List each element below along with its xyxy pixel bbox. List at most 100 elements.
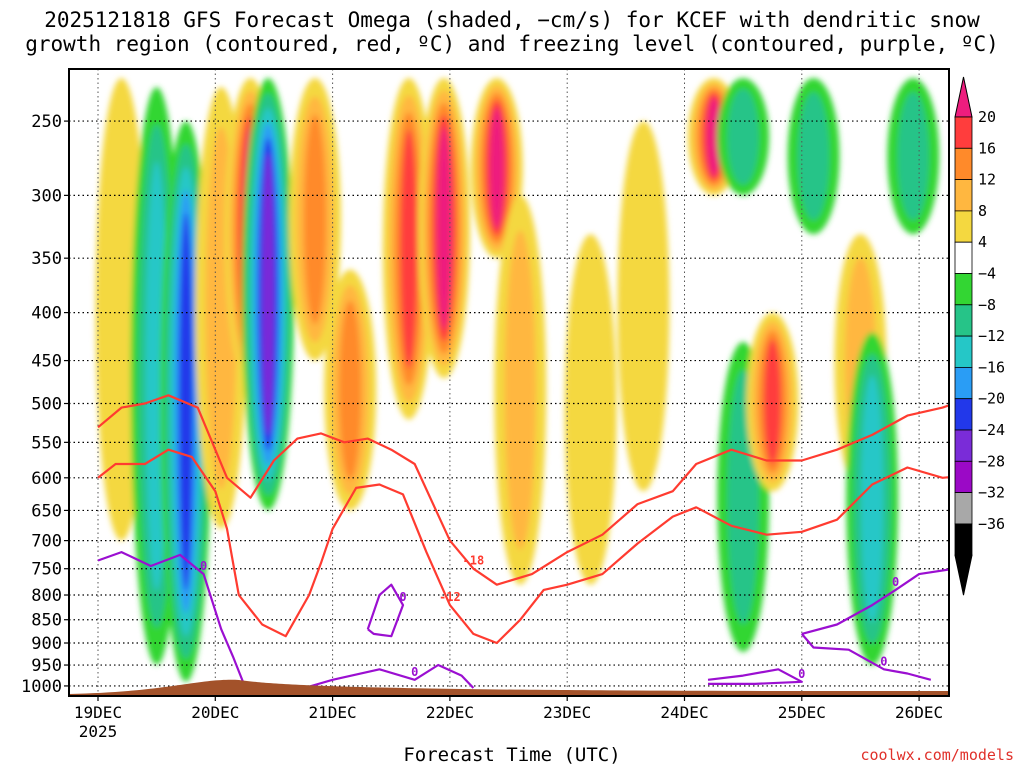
colorbar-label-12: −32: [978, 484, 1005, 502]
gridlines: [69, 69, 949, 696]
colorbar-segment-6: [954, 304, 973, 337]
colorbar-segment-4: [954, 241, 973, 274]
y-tick-label-800: 800: [31, 586, 62, 606]
colorbar-segment-11: [954, 460, 973, 493]
y-tick-label-450: 450: [31, 352, 62, 372]
contour-line-7: [707, 668, 803, 685]
omega-feature-6-level-3: [303, 114, 327, 325]
omega-feature-18-level-2: [797, 92, 830, 221]
colorbar-label-11: −28: [978, 452, 1005, 470]
contour-label-0: -18: [463, 554, 485, 568]
y-tick-label-650: 650: [31, 501, 62, 521]
contour-line-2: [97, 551, 246, 687]
chart-title-line-1: 2025121818 GFS Forecast Omega (shaded, −…: [44, 8, 980, 32]
y-tick-label-750: 750: [31, 560, 62, 580]
x-tick-label-23DEC: 23DEC: [543, 703, 591, 722]
colorbar-segment-13: [954, 523, 973, 556]
contour-line-4: [297, 663, 475, 692]
contour-label-7: 0: [798, 667, 805, 681]
omega-shading: [95, 78, 940, 682]
omega-feature-2-level-5: [178, 212, 194, 591]
contour-line-1: [97, 448, 949, 645]
colorbar-segment-7: [954, 335, 973, 368]
colorbar-label-5: −4: [978, 265, 996, 283]
omega-feature-8-level-4: [400, 129, 418, 369]
colorbar-label-9: −20: [978, 390, 1005, 408]
terrain-fill: [69, 679, 949, 696]
y-tick-label-850: 850: [31, 611, 62, 631]
x-axis: 19DEC 20DEC 21DEC 22DEC 23DEC 24DEC 25DEC 26DEC…: [74, 696, 943, 741]
omega-feature-14-level-5: [706, 97, 721, 177]
colorbar-label-4: 4: [978, 233, 987, 251]
omega-streaks: [95, 78, 940, 682]
omega-feature-7-level-3: [339, 300, 362, 480]
y-tick-label-950: 950: [31, 656, 62, 676]
y-tick-label-600: 600: [31, 469, 62, 489]
contour-line-6: [800, 633, 932, 681]
colorbar-segment-0: [954, 116, 973, 149]
contour-line-0: [97, 394, 949, 586]
omega-feature-9-level-5: [436, 127, 452, 330]
x-tick-label-19DEC: 19DEC: [74, 703, 122, 722]
x-tick-label-21DEC: 21DEC: [309, 703, 357, 722]
colorbar-label-0: 20: [978, 108, 996, 126]
y-axis: 250 300 350 400 450 500 550 600 650 700 750 800 850 9…: [21, 112, 69, 697]
colorbar-segment-10: [954, 429, 973, 462]
colorbar-segment-5: [954, 273, 973, 306]
contour-line-3: [366, 583, 405, 638]
colorbar-segment-3: [954, 210, 973, 243]
credit-link[interactable]: coolwx.com/models: [860, 746, 1014, 764]
y-tick-label-700: 700: [31, 532, 62, 552]
omega-feature-10-level-5: [489, 107, 504, 229]
omega-feature-11-level-2: [504, 230, 536, 550]
x-tick-label-22DEC: 22DEC: [426, 703, 474, 722]
colorbar-label-1: 16: [978, 139, 996, 157]
x-axis-title: Forecast Time (UTC): [403, 744, 621, 766]
colorbar-label-6: −8: [978, 296, 996, 314]
y-tick-label-350: 350: [31, 249, 62, 269]
terrain-surface: [69, 679, 949, 696]
y-tick-label-300: 300: [31, 186, 62, 206]
x-year-label: 2025: [79, 722, 118, 741]
omega-feature-15-level-2: [727, 88, 759, 185]
y-tick-label-400: 400: [31, 304, 62, 324]
y-tick-label-1000: 1000: [21, 677, 62, 697]
plot-frame: [68, 68, 950, 697]
colorbar-segment-9: [954, 398, 973, 431]
contour-lines: -18 -12 0 0 0 0 0 0: [97, 394, 949, 692]
colorbar-label-3: 8: [978, 202, 987, 220]
omega-feature-13-level-1: [617, 121, 670, 492]
contour-label-6: 0: [880, 654, 887, 668]
x-tick-label-20DEC: 20DEC: [191, 703, 239, 722]
colorbar: 20 16 12 8 4 −4 −8 −12 −16 −20 −24 −28 −32 −36: [954, 76, 1005, 596]
colorbar-label-2: 12: [978, 171, 996, 189]
contour-label-5: 0: [892, 575, 899, 589]
omega-feature-5-level-6: [262, 152, 275, 436]
contour-label-1: -12: [439, 590, 461, 604]
colorbar-label-13: −36: [978, 515, 1005, 533]
omega-feature-21-level-3: [861, 375, 884, 623]
x-tick-label-25DEC: 25DEC: [778, 703, 826, 722]
omega-feature-17-level-4: [763, 339, 782, 465]
contour-line-5: [801, 568, 949, 635]
colorbar-segment-8: [954, 366, 973, 400]
y-tick-label-900: 900: [31, 634, 62, 654]
colorbar-segment-12: [954, 492, 973, 525]
omega-feature-20-level-2: [897, 92, 929, 221]
contour-label-2: 0: [200, 559, 207, 573]
chart-title-line-2: growth region (contoured, red, ºC) and f…: [25, 32, 999, 56]
x-tick-label-26DEC: 26DEC: [895, 703, 943, 722]
colorbar-label-8: −16: [978, 358, 1005, 376]
omega-feature-12-level-1: [564, 234, 617, 585]
colorbar-label-7: −12: [978, 327, 1005, 345]
contour-label-3: 0: [399, 590, 406, 604]
contour-label-4: 0: [411, 665, 418, 679]
y-tick-label-250: 250: [31, 112, 62, 132]
colorbar-bottom-arrow: [954, 554, 973, 596]
y-tick-label-550: 550: [31, 433, 62, 453]
colorbar-segment-2: [954, 179, 973, 212]
colorbar-top-arrow: [954, 76, 973, 118]
colorbar-label-10: −24: [978, 421, 1005, 439]
y-tick-label-500: 500: [31, 395, 62, 415]
